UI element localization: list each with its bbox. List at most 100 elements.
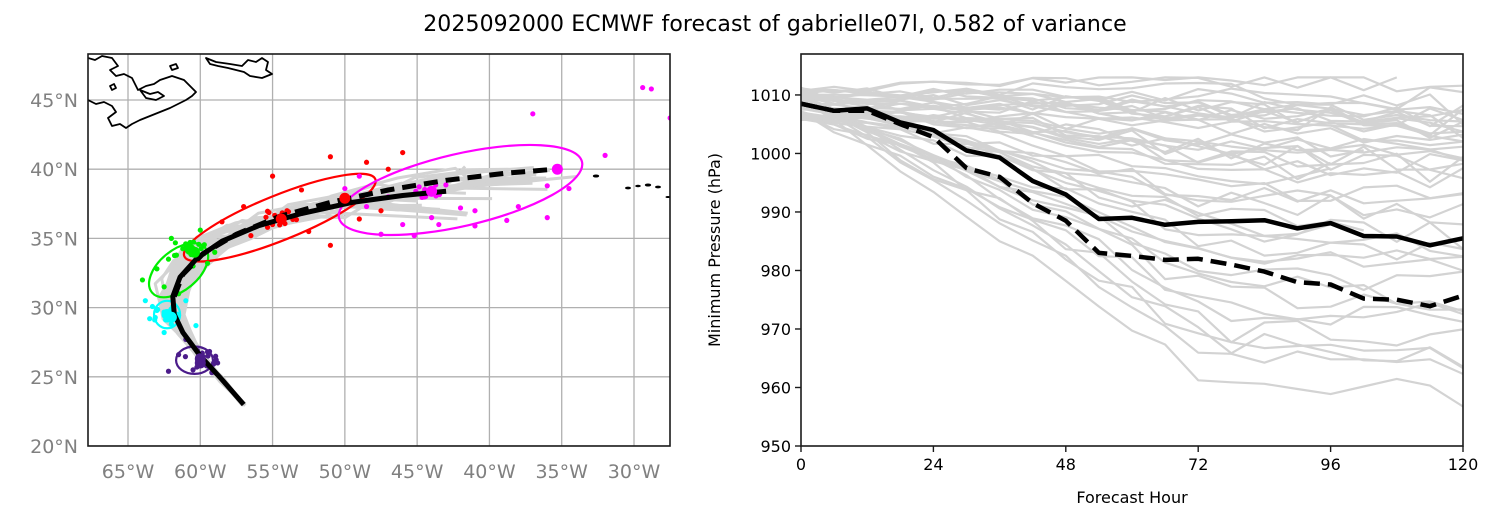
member-point xyxy=(530,111,536,117)
x-tick-label: 0 xyxy=(796,455,806,474)
ensemble-member-line xyxy=(801,87,1463,115)
y-tick-label: 980 xyxy=(760,261,791,280)
member-point xyxy=(648,86,654,92)
figure-title: 2025092000 ECMWF forecast of gabrielle07… xyxy=(423,12,1127,37)
member-point xyxy=(327,154,333,160)
member-point xyxy=(165,256,172,262)
map-ytick-label: 25°N xyxy=(30,367,78,389)
ensemble-mean-dashed-line xyxy=(801,101,1463,309)
member-point xyxy=(193,322,199,329)
x-axis-label: Forecast Hour xyxy=(1076,488,1188,507)
member-point xyxy=(602,152,608,158)
member-point xyxy=(411,233,417,239)
uncertainty-ellipse-96h xyxy=(182,172,377,263)
island xyxy=(644,183,652,187)
x-tick-label: 72 xyxy=(1188,455,1208,474)
map-xtick-label: 65°W xyxy=(102,461,155,483)
mean-marker-96h xyxy=(339,192,351,204)
ensemble-member-line xyxy=(801,110,1463,226)
ensemble-member-line xyxy=(801,87,1463,126)
map-xtick-label: 35°W xyxy=(535,461,588,483)
member-point xyxy=(342,185,348,192)
deterministic-marker-120h xyxy=(426,185,438,197)
member-point xyxy=(201,242,207,248)
map-ytick-label: 35°N xyxy=(30,228,78,250)
member-point xyxy=(327,242,333,248)
y-axis-label: Minimum Pressure (hPa) xyxy=(705,153,724,347)
member-point xyxy=(266,209,272,216)
ensemble-member-line xyxy=(801,112,1463,272)
member-point xyxy=(139,277,146,283)
ensemble-mean-track xyxy=(171,166,555,298)
ensemble-member-line xyxy=(801,98,1463,311)
member-point xyxy=(356,216,362,222)
map-xtick-label: 55°W xyxy=(246,461,299,483)
ensemble-member-line xyxy=(801,110,1463,321)
x-tick-label: 24 xyxy=(923,455,943,474)
deterministic-marker-96h xyxy=(275,213,287,225)
member-point xyxy=(378,231,384,237)
y-tick-label: 1000 xyxy=(750,144,791,163)
map-ytick-label: 40°N xyxy=(30,159,78,181)
member-point xyxy=(152,317,158,323)
member-point xyxy=(168,321,174,327)
member-point xyxy=(363,203,370,210)
island xyxy=(655,185,661,189)
member-point xyxy=(263,214,269,220)
member-point xyxy=(196,241,202,247)
member-point xyxy=(378,208,384,214)
coastline xyxy=(169,63,179,71)
island xyxy=(665,195,670,199)
member-point xyxy=(165,368,172,374)
track-map-axes: 65°W 60°W 55°W 50°W 45°W 40°W 35°W 30°W 20°N 25°N… xyxy=(30,53,671,483)
deterministic-solid-line xyxy=(801,101,1463,248)
member-point xyxy=(161,284,167,290)
map-xtick-label: 45°W xyxy=(391,461,444,483)
member-point xyxy=(436,221,442,228)
member-point xyxy=(293,217,300,223)
member-point xyxy=(142,298,148,304)
ensemble-member-line xyxy=(801,109,1463,144)
map-frame xyxy=(87,53,671,447)
ensemble-member-line xyxy=(801,94,1463,347)
y-tick-label: 950 xyxy=(760,437,791,456)
y-tick-label: 1010 xyxy=(750,86,791,105)
coastline xyxy=(205,57,273,79)
member-point xyxy=(248,233,254,239)
member-point xyxy=(219,219,225,225)
member-point xyxy=(205,353,211,359)
ensemble-member-line xyxy=(801,89,1463,135)
y-tick-label: 960 xyxy=(760,378,791,397)
map-ytick-label: 20°N xyxy=(30,436,78,458)
y-tick-label: 970 xyxy=(760,320,791,339)
map-xtick-label: 40°W xyxy=(463,461,516,483)
member-point xyxy=(472,223,478,229)
island xyxy=(625,186,631,190)
member-point xyxy=(544,183,550,189)
member-point xyxy=(298,187,305,193)
uncertainty-ellipse-120h xyxy=(337,143,584,237)
island xyxy=(635,184,641,188)
member-point xyxy=(356,173,362,179)
map-xtick-label: 30°W xyxy=(608,461,661,483)
member-point xyxy=(180,246,186,252)
member-point xyxy=(183,298,189,304)
member-point xyxy=(173,252,180,258)
map-background xyxy=(88,54,670,446)
uncertainty-ellipse-72h xyxy=(147,242,210,299)
member-point xyxy=(457,205,464,211)
pressure-frame xyxy=(800,53,1464,447)
member-point xyxy=(363,159,370,165)
ensemble-member-line xyxy=(801,98,1463,313)
member-point xyxy=(172,240,178,246)
member-point xyxy=(155,307,161,313)
member-point xyxy=(515,203,521,210)
coastline xyxy=(109,83,117,91)
mean-marker-72h xyxy=(189,246,201,258)
member-point xyxy=(212,249,218,255)
member-point xyxy=(182,354,189,360)
mean-marker-24h xyxy=(194,357,206,369)
member-point xyxy=(204,260,211,266)
ensemble-member-line xyxy=(801,96,1463,369)
member-point xyxy=(566,185,572,192)
